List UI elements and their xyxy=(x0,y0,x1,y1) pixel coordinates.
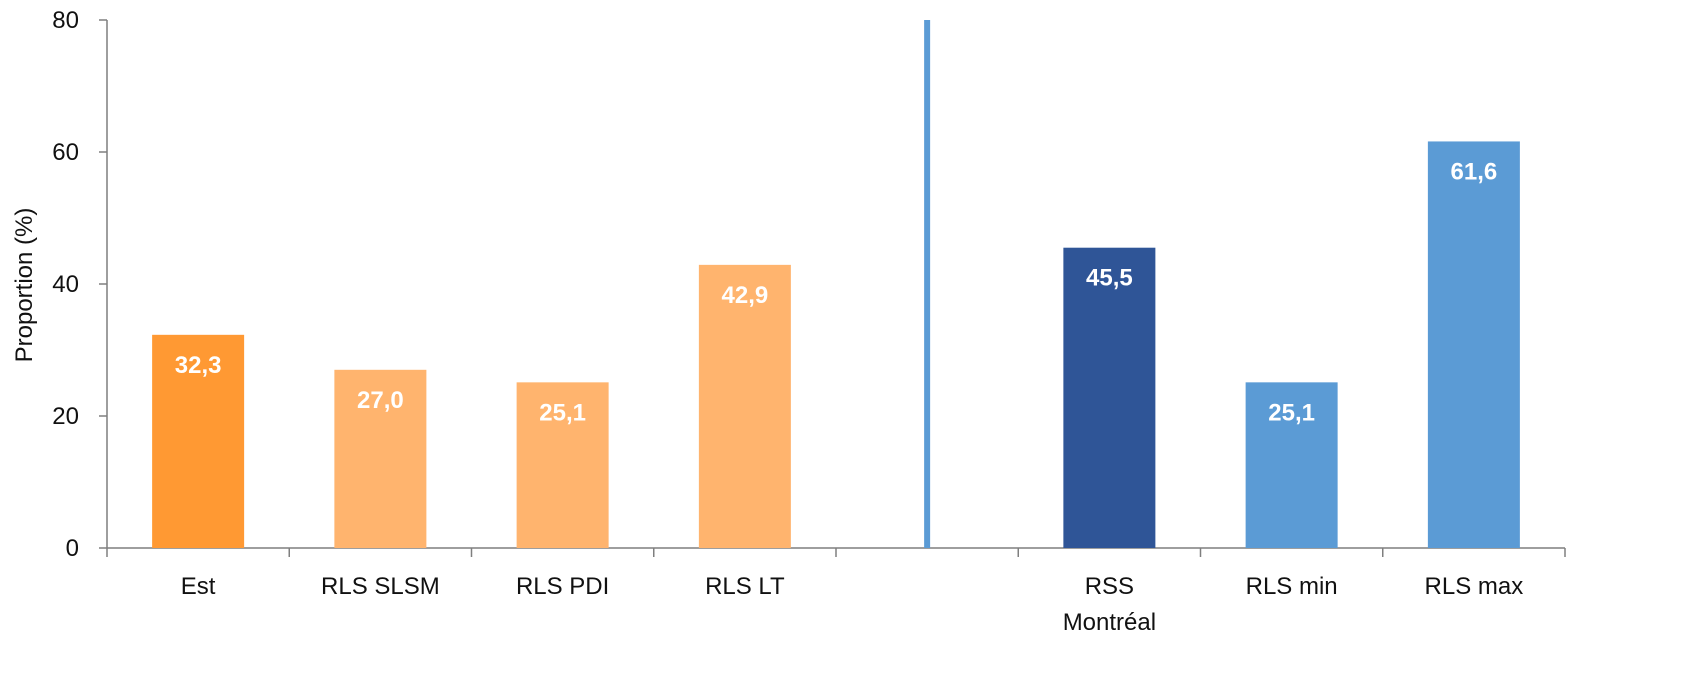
y-tick-label: 40 xyxy=(52,271,79,298)
bar xyxy=(1245,382,1338,548)
bar xyxy=(1063,247,1156,548)
y-axis: 0 20 40 60 80 xyxy=(52,7,108,562)
category-label: RLS LT xyxy=(705,573,785,600)
bar-value-label: 27,0 xyxy=(357,387,404,414)
bar-value-label: 25,1 xyxy=(1268,399,1315,426)
bar-value-label: 32,3 xyxy=(175,352,222,379)
category-label: RSS Montréal xyxy=(1063,573,1156,636)
x-axis xyxy=(106,547,1566,557)
bar-value-label: 61,6 xyxy=(1451,158,1498,185)
category-label: RLS PDI xyxy=(516,573,609,600)
bar xyxy=(698,264,791,548)
y-tick-label: 20 xyxy=(52,403,79,430)
category-label: RLS min xyxy=(1246,573,1338,600)
y-tick-label: 80 xyxy=(52,7,79,34)
bar xyxy=(334,369,427,548)
y-tick-label: 60 xyxy=(52,139,79,166)
bars-group xyxy=(152,141,1520,548)
data-labels-group: 32,3 27,0 25,1 42,9 45,5 25,1 61,6 xyxy=(175,158,1497,426)
category-label: RLS SLSM xyxy=(321,573,440,600)
category-label: Est xyxy=(181,573,216,600)
bar-value-label: 25,1 xyxy=(539,399,586,426)
bar-value-label: 42,9 xyxy=(722,282,769,309)
y-tick-label: 0 xyxy=(66,535,79,562)
bar xyxy=(516,382,609,548)
category-label: RLS max xyxy=(1425,573,1524,600)
category-labels-group: Est RLS SLSM RLS PDI RLS LT RSS Montréal RLS m… xyxy=(181,573,1523,636)
bar xyxy=(1427,141,1520,548)
y-axis-title: Proportion (%) xyxy=(11,208,38,363)
bar xyxy=(152,334,245,548)
bar-value-label: 45,5 xyxy=(1086,265,1133,292)
